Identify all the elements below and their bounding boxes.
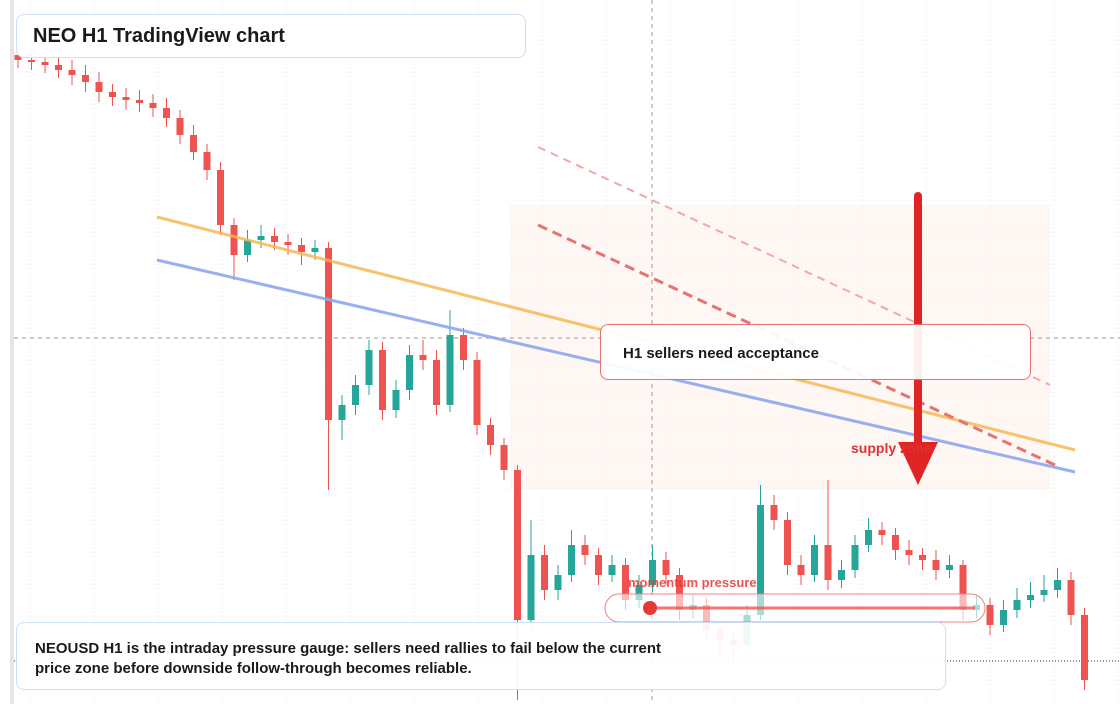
candle-body	[838, 570, 845, 580]
candle-body	[460, 335, 467, 360]
candle-body	[1067, 580, 1075, 615]
candle-body	[325, 248, 332, 420]
candle-body	[784, 520, 791, 565]
left-edge	[10, 0, 14, 704]
candle-body	[568, 545, 575, 575]
candle-body	[217, 170, 224, 225]
candle-body	[41, 62, 49, 65]
candle-body	[811, 545, 818, 575]
candle-body	[392, 390, 400, 410]
candle-body	[446, 335, 454, 405]
candle-body	[487, 425, 494, 445]
candle-body	[352, 385, 359, 405]
gauge-dot	[643, 601, 657, 615]
candle-body	[1013, 600, 1021, 610]
candle-body	[595, 555, 602, 575]
candle-body	[959, 565, 967, 610]
candle-body	[419, 355, 427, 360]
candle-body	[824, 545, 832, 580]
candle-body	[298, 245, 305, 252]
candle-body	[622, 565, 629, 600]
candle-body	[271, 236, 278, 242]
candle-body	[757, 505, 764, 615]
gauge-label: momentum pressure	[628, 575, 757, 590]
note: H1 sellers need acceptance	[623, 345, 819, 362]
candle-body	[14, 55, 22, 60]
candle-body	[244, 240, 251, 255]
candle-body	[433, 360, 440, 405]
candle-body	[95, 82, 103, 92]
candle-body	[1000, 610, 1007, 625]
candle-body	[865, 530, 872, 545]
candle-body	[311, 248, 319, 252]
candle-body	[230, 225, 238, 255]
candle-body	[379, 350, 386, 410]
candle-body	[932, 560, 940, 570]
title: NEO H1 TradingView chart	[33, 25, 285, 47]
caption-box: NEOUSD H1 is the intraday pressure gauge…	[16, 622, 946, 690]
candle-body	[770, 505, 778, 520]
candle-body	[541, 555, 548, 590]
candle-body	[109, 92, 116, 97]
candle-body	[554, 575, 562, 590]
candle-body	[473, 360, 481, 425]
candle-body	[163, 108, 170, 118]
candle-body	[635, 585, 643, 600]
candle-body	[176, 118, 184, 135]
candle-body	[946, 565, 953, 570]
candle-body	[986, 605, 994, 625]
candle-body	[581, 545, 589, 555]
arrow-head	[898, 442, 938, 485]
candle-body	[203, 152, 211, 170]
candle-body	[905, 550, 913, 555]
candle-body	[1040, 590, 1048, 595]
candle-body	[878, 530, 886, 535]
note-box: H1 sellers need acceptance	[600, 324, 1031, 380]
candle-body	[82, 75, 89, 82]
candle-body	[851, 545, 859, 570]
candle-body	[797, 565, 805, 575]
candle-body	[28, 60, 35, 62]
candle-body	[1081, 615, 1088, 680]
candle-body	[149, 103, 157, 108]
candle-body	[122, 97, 130, 100]
zone-label: supply zone	[851, 440, 932, 456]
candle-body	[1054, 580, 1061, 590]
candle-body	[514, 470, 521, 620]
candle-body	[919, 555, 926, 560]
candle-body	[608, 565, 616, 575]
candle-body	[284, 242, 292, 245]
candle-body	[55, 65, 62, 70]
candle-body	[190, 135, 197, 152]
candle-body	[338, 405, 346, 420]
candle-body	[527, 555, 535, 620]
dashed-line	[537, 146, 1051, 386]
candle-body	[257, 236, 265, 240]
caption: NEOUSD H1 is the intraday pressure gauge…	[35, 640, 662, 677]
candle-body	[1027, 595, 1034, 600]
candle-body	[136, 100, 143, 103]
candle-body	[649, 560, 656, 585]
candle-body	[676, 575, 683, 610]
candle-body	[406, 355, 413, 390]
title-box: NEO H1 TradingView chart	[16, 14, 526, 58]
candle-body	[892, 535, 899, 550]
candle-body	[662, 560, 670, 575]
candle-body	[500, 445, 508, 470]
candle-body	[365, 350, 373, 385]
candle-body	[68, 70, 76, 75]
